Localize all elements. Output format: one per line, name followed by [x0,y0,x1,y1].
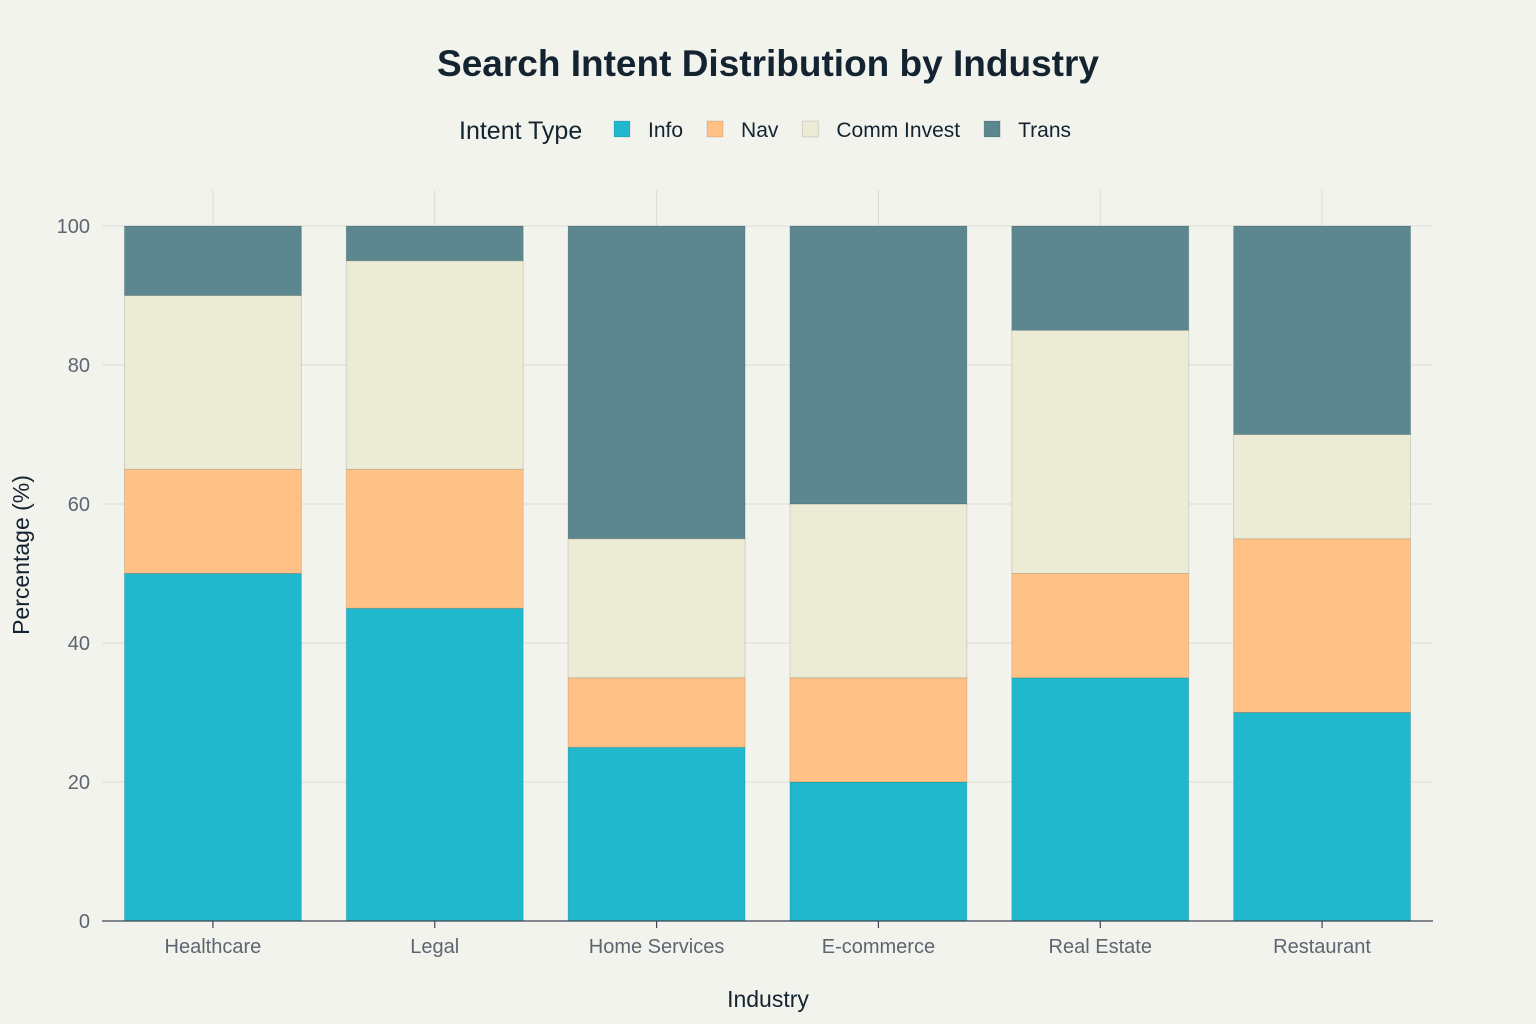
legend-swatch-trans [983,120,1001,138]
bars [123,225,1412,922]
legend-label-nav: Nav [741,119,779,142]
x-tick-label-home-services: Home Services [589,936,725,958]
y-tick-label-0: 0 [79,911,90,933]
x-tick-label-legal: Legal [410,936,459,958]
bar-healthcare-comm-invest [123,295,302,470]
bar-legal-trans [345,225,524,262]
bar-e-commerce-trans [789,225,968,505]
bar-healthcare-nav [123,468,302,574]
chart-title: Search Intent Distribution by Industry [437,43,1099,84]
bar-real-estate-nav [1011,573,1190,679]
legend: Intent Type Info Nav Comm Invest Trans [459,117,1071,145]
bar-healthcare-trans [123,225,302,296]
bar-real-estate-info [1011,677,1190,922]
legend-label-trans: Trans [1018,119,1071,142]
y-axis-title: Percentage (%) [8,475,34,635]
bar-real-estate-trans [1011,225,1190,331]
bar-legal-comm-invest [345,260,524,470]
bar-home-services-trans [567,225,746,540]
y-tick-label-60: 60 [68,494,90,516]
bar-e-commerce-info [789,781,968,922]
x-tick-label-healthcare: Healthcare [165,936,262,958]
legend-label-comm-invest: Comm Invest [836,119,960,142]
y-axis: 0 20 40 60 80 100 [57,216,90,933]
bar-home-services-nav [567,677,746,748]
bar-real-estate-comm-invest [1011,329,1190,574]
y-tick-label-100: 100 [57,216,90,238]
bar-restaurant-info [1233,712,1412,922]
x-axis: Healthcare Legal Home Services E-commerce Re… [102,920,1433,958]
legend-swatch-nav [706,120,724,138]
y-tick-label-20: 20 [68,772,90,794]
bar-home-services-comm-invest [567,538,746,679]
legend-label-info: Info [648,119,683,142]
x-tick-label-real-estate: Real Estate [1049,936,1152,958]
x-tick-label-restaurant: Restaurant [1273,936,1371,958]
y-tick-label-40: 40 [68,633,90,655]
legend-title: Intent Type [459,117,582,145]
legend-swatch-comm-invest [801,120,819,138]
bar-restaurant-comm-invest [1233,434,1412,540]
bar-restaurant-nav [1233,538,1412,713]
legend-swatch-info [613,120,631,138]
bar-healthcare-info [123,573,302,922]
x-tick-label-e-commerce: E-commerce [822,936,935,958]
bar-e-commerce-nav [789,677,968,783]
x-axis-title: Industry [727,986,809,1012]
bar-legal-info [345,607,524,922]
bar-e-commerce-comm-invest [789,503,968,679]
y-tick-label-80: 80 [68,355,90,377]
bar-legal-nav [345,468,524,609]
bar-home-services-info [567,746,746,922]
bar-restaurant-trans [1233,225,1412,435]
